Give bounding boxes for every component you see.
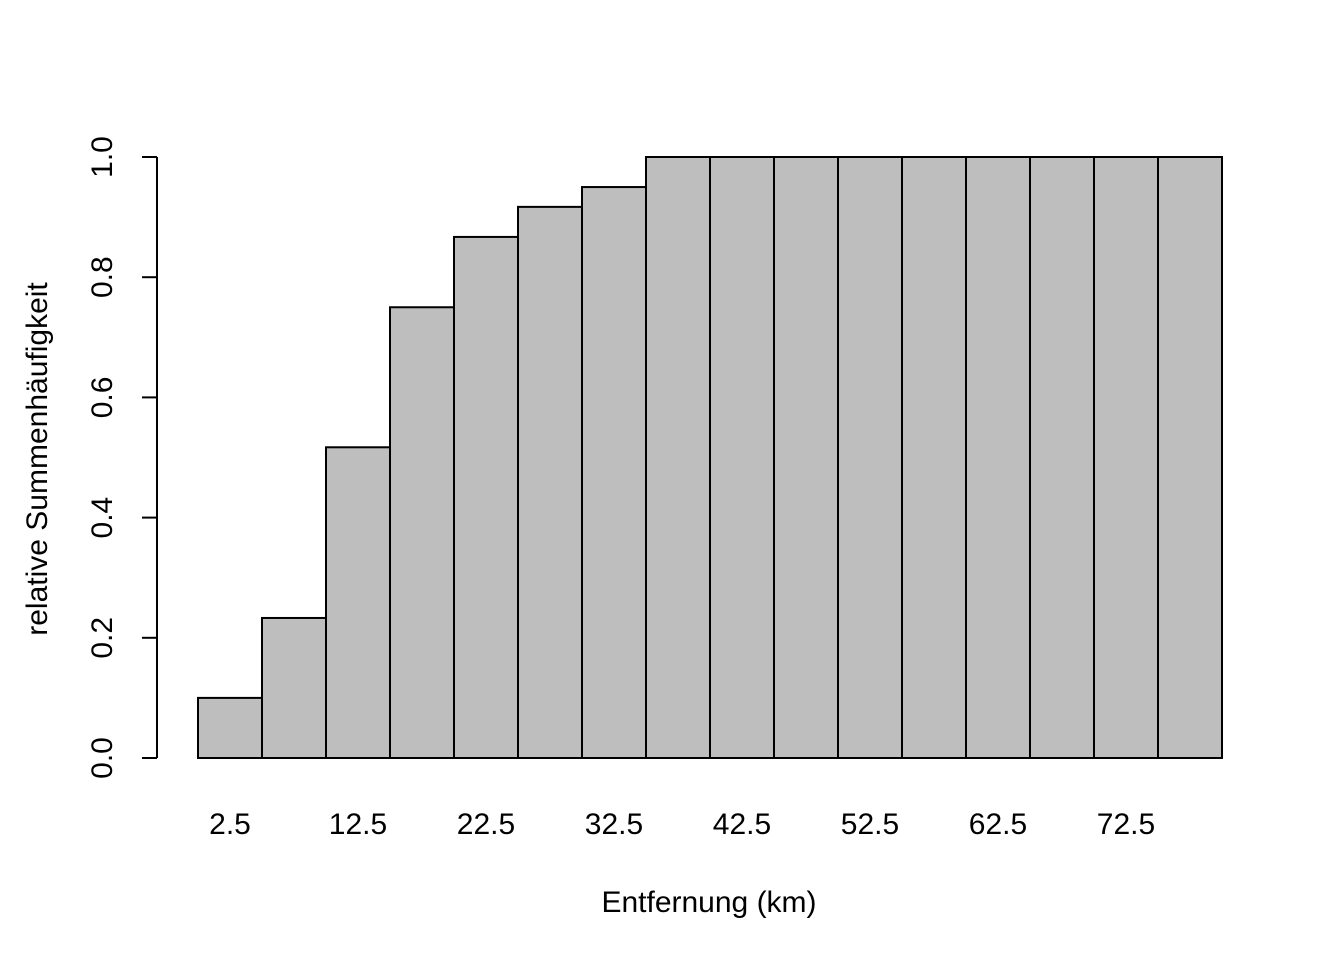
- bar-12.5: [325, 446, 391, 759]
- y-axis-title: relative Summenhäufigkeit: [21, 282, 54, 636]
- bar-72.5: [1093, 156, 1159, 759]
- x-tick-label-22.5: 22.5: [457, 808, 515, 841]
- bar-42.5: [709, 156, 775, 759]
- bar-22.5: [453, 235, 519, 760]
- bar-37.5: [645, 156, 711, 759]
- bar-47.5: [773, 156, 839, 759]
- bar-17.5: [389, 306, 455, 759]
- y-tick-label-0.6: 0.6: [86, 377, 119, 419]
- y-tick-label-0.4: 0.4: [86, 497, 119, 539]
- bar-52.5: [837, 156, 903, 759]
- x-tick-label-12.5: 12.5: [329, 808, 387, 841]
- x-tick-label-62.5: 62.5: [969, 808, 1027, 841]
- y-axis: 0.0 0.2 0.4 0.6 0.8 1.0: [86, 136, 158, 779]
- x-tick-label-32.5: 32.5: [585, 808, 643, 841]
- bar-27.5: [517, 205, 583, 759]
- y-tick-label-0.0: 0.0: [86, 737, 119, 779]
- y-tick-label-0.8: 0.8: [86, 256, 119, 298]
- x-tick-label-72.5: 72.5: [1097, 808, 1155, 841]
- bar-7.5: [261, 616, 327, 759]
- bar-67.5: [1029, 156, 1095, 759]
- bar-77.5: [1157, 156, 1223, 759]
- bar-57.5: [901, 156, 967, 759]
- x-tick-label-2.5: 2.5: [209, 808, 251, 841]
- bars: [197, 156, 1223, 760]
- x-axis: 2.5 12.5 22.5 32.5 42.5 52.5 62.5 72.5: [209, 808, 1155, 841]
- bar-2.5: [197, 696, 263, 760]
- y-tick-label-0.2: 0.2: [86, 617, 119, 659]
- bar-32.5: [581, 186, 647, 760]
- bar-62.5: [965, 156, 1031, 759]
- x-axis-title: Entfernung (km): [601, 886, 816, 919]
- x-tick-label-42.5: 42.5: [713, 808, 771, 841]
- x-tick-label-52.5: 52.5: [841, 808, 899, 841]
- y-tick-label-1.0: 1.0: [86, 136, 119, 178]
